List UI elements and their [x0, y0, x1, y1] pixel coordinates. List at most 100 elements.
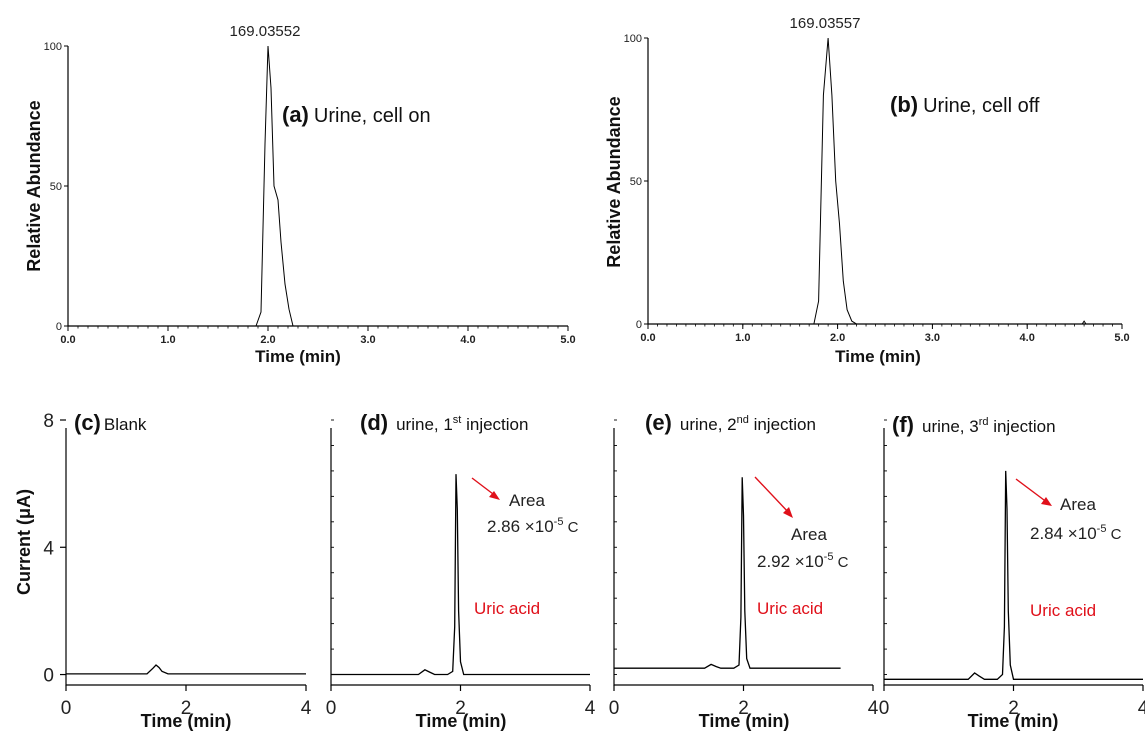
panel-letter-f: (f) [892, 412, 914, 437]
panel-title-text-e: urine, 2 [680, 415, 737, 434]
compound-label-d: Uric acid [474, 599, 540, 618]
x-tick-label: 4 [301, 698, 312, 719]
x-tick-label: 0.0 [640, 332, 655, 344]
area-value-e: 2.92 ×10-5 C [757, 551, 849, 571]
area-unit-d: C [563, 519, 578, 536]
area-label-e: Area [791, 525, 827, 544]
area-value-text-f: 2.84 ×10 [1030, 524, 1097, 543]
x-axis-label-f: Time (min) [968, 711, 1059, 731]
series-line-b [648, 37, 1122, 325]
area-unit-f: C [1106, 526, 1121, 543]
x-tick-label: 0 [61, 698, 72, 719]
area-arrow-shaft-f [1015, 478, 1049, 504]
x-tick-label: 0 [609, 698, 620, 719]
x-tick-label: 0 [879, 698, 890, 719]
x-tick-label: 4 [868, 698, 879, 719]
y-tick-label: 4 [43, 538, 54, 559]
x-axis-label-b: Time (min) [835, 347, 921, 366]
peak-mz-label-b: 169.03557 [790, 15, 861, 32]
x-tick-label: 1.0 [735, 332, 750, 344]
panel-letter-a: (a) [282, 102, 309, 127]
panel-title-sup-e: nd [737, 414, 749, 426]
series-line-d [331, 474, 590, 676]
area-value-f: 2.84 ×10-5 C [1030, 523, 1122, 543]
y-tick-label: 50 [630, 176, 642, 188]
panel-a: 0.0 1.0 2.0 3.0 4.0 5.0 0 50 100 169.03552 (a) U… [24, 23, 576, 366]
area-exp-e: -5 [824, 551, 834, 563]
x-tick-label: 2 [1008, 698, 1019, 719]
axes-frame-f [883, 428, 1143, 686]
area-exp-d: -5 [554, 516, 564, 528]
x-axis-label-a: Time (min) [255, 347, 341, 366]
panel-title-e: (e) urine, 2nd injection [645, 410, 816, 435]
y-axis-label-b: Relative Abundance [604, 96, 624, 267]
area-value-d: 2.86 ×10-5 C [487, 516, 579, 536]
panel-title-tail-f: injection [988, 417, 1055, 436]
y-tick-label: 100 [624, 33, 642, 45]
panel-title-d: (d) urine, 1st injection [360, 410, 528, 435]
panel-e: 0 2 4 (e) urine, 2nd injection Area 2.92 ×1… [609, 410, 879, 731]
panel-letter-e: (e) [645, 410, 672, 435]
y-minor-ticks-e [614, 419, 617, 675]
panel-d: 0 2 4 (d) urine, 1st injection Area 2.86 ×1… [326, 410, 596, 731]
x-tick-label: 5.0 [560, 334, 575, 346]
y-tick-label: 100 [44, 41, 62, 53]
panel-title-c: (c) Blank [74, 410, 147, 435]
x-tick-labels-f: 0 2 4 [879, 685, 1145, 719]
panel-title-sup-f: rd [979, 416, 989, 428]
y-tick-label: 0 [636, 319, 642, 331]
x-tick-label: 2 [455, 698, 466, 719]
x-tick-label: 2.0 [260, 334, 275, 346]
x-tick-label: 4 [1138, 698, 1145, 719]
axes-frame-a [67, 46, 568, 327]
panel-title-text-d: urine, 1 [396, 415, 453, 434]
x-tick-labels-c: 0 2 4 [61, 685, 312, 719]
panel-b: 0.0 1.0 2.0 3.0 4.0 5.0 0 50 100 169.03557 (b) U… [604, 15, 1130, 366]
y-minor-ticks-f [884, 419, 887, 675]
area-value-text-e: 2.92 ×10 [757, 552, 824, 571]
compound-label-e: Uric acid [757, 599, 823, 618]
x-axis-label-c: Time (min) [141, 711, 232, 731]
panel-title-tail-d: injection [461, 415, 528, 434]
x-tick-labels-e: 0 2 4 [609, 685, 879, 719]
x-tick-label: 2.0 [830, 332, 845, 344]
y-tick-label: 8 [43, 411, 54, 432]
x-tick-label: 2 [181, 698, 192, 719]
x-tick-labels-d: 0 2 4 [326, 685, 596, 719]
x-tick-label: 3.0 [925, 332, 940, 344]
panel-c: 0 2 4 0 4 8 (c) Blank Time (min) Current (μA) [14, 410, 312, 731]
x-tick-label: 1.0 [160, 334, 175, 346]
x-tick-label: 3.0 [360, 334, 375, 346]
x-tick-label: 0.0 [60, 334, 75, 346]
compound-label-f: Uric acid [1030, 601, 1096, 620]
x-tick-label: 0 [326, 698, 337, 719]
y-axis-label-c: Current (μA) [14, 489, 34, 595]
area-value-text-d: 2.86 ×10 [487, 517, 554, 536]
y-tick-labels-b: 0 50 100 [624, 33, 648, 331]
area-label-d: Area [509, 491, 545, 510]
x-axis-label-e: Time (min) [699, 711, 790, 731]
x-tick-label: 2 [738, 698, 749, 719]
panel-letter-d: (d) [360, 410, 388, 435]
panel-letter-b: (b) [890, 92, 918, 117]
y-axis-label-a: Relative Abundance [24, 100, 44, 271]
series-line-a [68, 45, 568, 327]
x-tick-label: 4.0 [1020, 332, 1035, 344]
panel-title-text-c: Blank [104, 415, 147, 434]
area-arrow-shaft-e [754, 476, 791, 515]
panel-letter-c: (c) [74, 410, 101, 435]
panel-title-text-b: Urine, cell off [923, 95, 1040, 117]
series-line-e [614, 477, 841, 669]
x-tick-label: 4.0 [460, 334, 475, 346]
panel-title-text-a: Urine, cell on [314, 105, 431, 127]
area-label-f: Area [1060, 495, 1096, 514]
y-tick-label: 0 [43, 666, 54, 687]
axes-frame-c [65, 428, 306, 686]
area-exp-f: -5 [1097, 523, 1107, 535]
x-tick-labels-a: 0.0 1.0 2.0 3.0 4.0 5.0 [60, 326, 576, 346]
x-tick-label: 4 [585, 698, 596, 719]
peak-mz-label-a: 169.03552 [230, 23, 301, 40]
panel-title-f: (f) urine, 3rd injection [892, 412, 1056, 437]
x-axis-label-d: Time (min) [416, 711, 507, 731]
